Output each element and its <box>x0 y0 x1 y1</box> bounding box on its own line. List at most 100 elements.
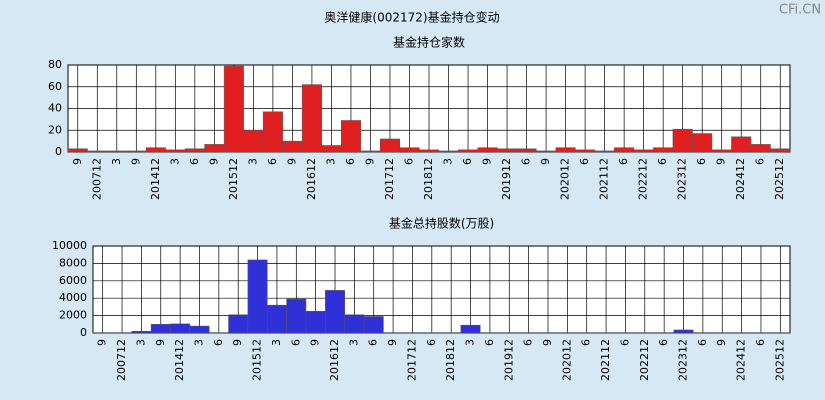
bar <box>340 120 361 153</box>
x-tick-label: 201812 <box>422 158 435 200</box>
x-tick-label: 202012 <box>559 158 572 200</box>
x-tick-label: 201812 <box>444 339 457 381</box>
x-tick-label: 201912 <box>502 339 515 381</box>
x-tick-label: 6 <box>578 158 591 165</box>
bar <box>184 148 205 153</box>
bar <box>399 147 420 153</box>
x-tick-label: 6 <box>461 158 474 165</box>
x-tick-label: 200712 <box>115 339 128 381</box>
bar <box>305 311 326 334</box>
bar <box>731 136 752 153</box>
bar <box>360 150 381 153</box>
x-tick-label: 9 <box>154 339 167 346</box>
bar <box>145 147 166 153</box>
x-tick-label: 9 <box>207 158 220 165</box>
x-tick-label: 202212 <box>637 158 650 200</box>
x-tick-label: 9 <box>715 158 728 165</box>
x-tick-label: 6 <box>266 158 279 165</box>
watermark: CFi.CN <box>779 3 821 18</box>
bar <box>653 147 674 153</box>
bar <box>458 149 479 153</box>
bar <box>711 149 732 153</box>
x-tick-label: 9 <box>71 158 84 165</box>
plot-area <box>92 245 791 334</box>
bar <box>555 147 576 153</box>
bar <box>575 149 596 153</box>
x-tick-label: 201512 <box>227 158 240 200</box>
bar <box>477 147 498 153</box>
x-tick-label: 6 <box>617 158 630 165</box>
x-tick-label: 201712 <box>405 339 418 381</box>
chart-title: 基金总持股数(万股) <box>389 216 494 231</box>
bar <box>243 130 264 153</box>
x-tick-label: 201412 <box>149 158 162 200</box>
bar <box>286 298 307 334</box>
bar <box>204 144 225 153</box>
bar <box>750 144 771 153</box>
bar <box>379 138 400 153</box>
bar <box>131 331 152 334</box>
x-tick-label: 202412 <box>734 158 747 200</box>
x-tick-label: 3 <box>442 158 455 165</box>
x-tick-label: 3 <box>324 158 337 165</box>
x-tick-label: 6 <box>580 339 593 346</box>
bar <box>673 329 694 334</box>
bar <box>516 148 537 153</box>
bar <box>189 325 210 334</box>
x-tick-label: 3 <box>347 339 360 346</box>
bar <box>126 150 147 153</box>
x-tick-label: 3 <box>134 339 147 346</box>
x-tick-label: 6 <box>367 339 380 346</box>
y-tick-label: 4000 <box>59 291 87 304</box>
bar <box>301 84 322 153</box>
bar <box>87 150 108 153</box>
page-title: 奥洋健康(002172)基金持仓变动 <box>324 10 499 25</box>
bar <box>325 290 345 334</box>
x-tick-label: 9 <box>386 339 399 346</box>
x-tick-label: 6 <box>483 339 496 346</box>
bar <box>106 150 127 153</box>
bar <box>150 324 171 334</box>
y-tick-label: 40 <box>48 102 62 115</box>
bar <box>497 148 518 153</box>
bar <box>267 304 287 334</box>
x-tick-label: 6 <box>212 339 225 346</box>
x-tick-label: 201412 <box>173 339 186 381</box>
bar <box>418 149 440 153</box>
x-tick-label: 9 <box>129 158 142 165</box>
y-tick-label: 80 <box>48 58 62 71</box>
x-tick-label: 3 <box>168 158 181 165</box>
x-tick-label: 6 <box>656 158 669 165</box>
y-tick-label: 0 <box>80 326 87 339</box>
x-tick-label: 6 <box>696 339 709 346</box>
x-tick-label: 6 <box>522 339 535 346</box>
x-tick-label: 3 <box>246 158 259 165</box>
x-tick-label: 6 <box>344 158 357 165</box>
x-tick-label: 202012 <box>560 339 573 381</box>
y-tick-label: 6000 <box>59 274 87 287</box>
x-tick-label: 3 <box>110 158 123 165</box>
bar <box>247 259 268 334</box>
x-tick-label: 9 <box>541 339 554 346</box>
bar <box>438 150 459 153</box>
x-tick-label: 9 <box>231 339 244 346</box>
x-tick-label: 6 <box>695 158 708 165</box>
x-tick-label: 202112 <box>598 158 611 200</box>
x-tick-label: 202112 <box>599 339 612 381</box>
x-tick-label: 202312 <box>676 158 689 200</box>
bar <box>165 149 186 153</box>
bar <box>460 324 481 334</box>
bar <box>692 133 713 153</box>
x-tick-label: 201712 <box>383 158 396 200</box>
x-tick-label: 6 <box>188 158 201 165</box>
x-tick-label: 201612 <box>305 158 318 200</box>
x-tick-label: 201912 <box>500 158 513 200</box>
x-tick-label: 9 <box>363 158 376 165</box>
x-tick-label: 201612 <box>328 339 341 381</box>
bar <box>262 111 283 153</box>
x-tick-label: 6 <box>657 339 670 346</box>
y-tick-label: 0 <box>55 145 62 158</box>
x-tick-label: 202512 <box>773 339 786 381</box>
bar <box>170 323 191 334</box>
